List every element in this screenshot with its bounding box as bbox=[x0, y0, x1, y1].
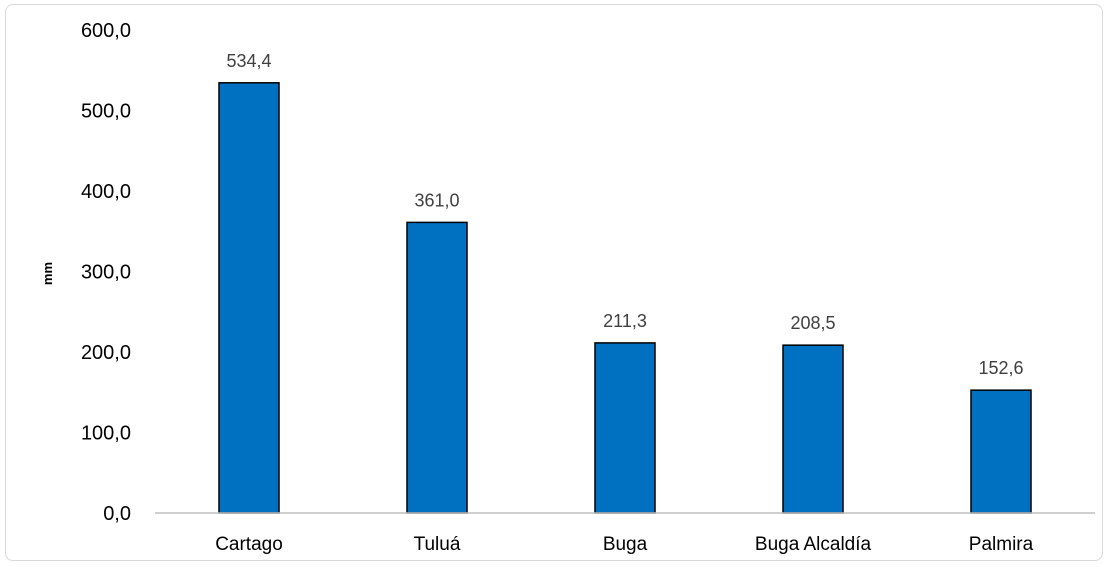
x-tick-label: Tuluá bbox=[414, 534, 461, 555]
x-axis-category-labels: Cartago Tuluá Buga Buga Alcaldía Palmira bbox=[215, 534, 1033, 555]
data-label: 152,6 bbox=[978, 358, 1023, 378]
y-tick-label: 500,0 bbox=[81, 101, 131, 123]
bar bbox=[594, 342, 656, 514]
data-label: 211,3 bbox=[603, 311, 647, 331]
y-tick-label: 400,0 bbox=[81, 181, 131, 203]
x-tick-label: Cartago bbox=[215, 534, 283, 555]
y-axis-title: mm bbox=[40, 262, 55, 285]
bar bbox=[782, 344, 844, 514]
bar bbox=[218, 82, 280, 514]
y-tick-label: 600,0 bbox=[81, 20, 131, 42]
chart-frame bbox=[5, 4, 1103, 561]
bar bbox=[970, 389, 1032, 514]
data-labels: 534,4 361,0 211,3 208,5 152,6 bbox=[226, 51, 1023, 378]
data-label: 534,4 bbox=[226, 51, 271, 71]
bars bbox=[218, 82, 1032, 514]
y-tick-label: 100,0 bbox=[81, 423, 131, 445]
x-tick-label: Palmira bbox=[969, 534, 1034, 555]
y-axis-ticks: 0,0 100,0 200,0 300,0 400,0 500,0 600,0 bbox=[81, 20, 131, 525]
data-label: 361,0 bbox=[414, 190, 459, 210]
data-label: 208,5 bbox=[790, 313, 835, 333]
y-tick-label: 0,0 bbox=[103, 503, 131, 525]
y-tick-label: 200,0 bbox=[81, 342, 131, 364]
x-tick-label: Buga bbox=[603, 534, 648, 555]
bar bbox=[406, 221, 468, 514]
y-tick-label: 300,0 bbox=[81, 262, 131, 284]
x-tick-label: Buga Alcaldía bbox=[755, 534, 872, 555]
